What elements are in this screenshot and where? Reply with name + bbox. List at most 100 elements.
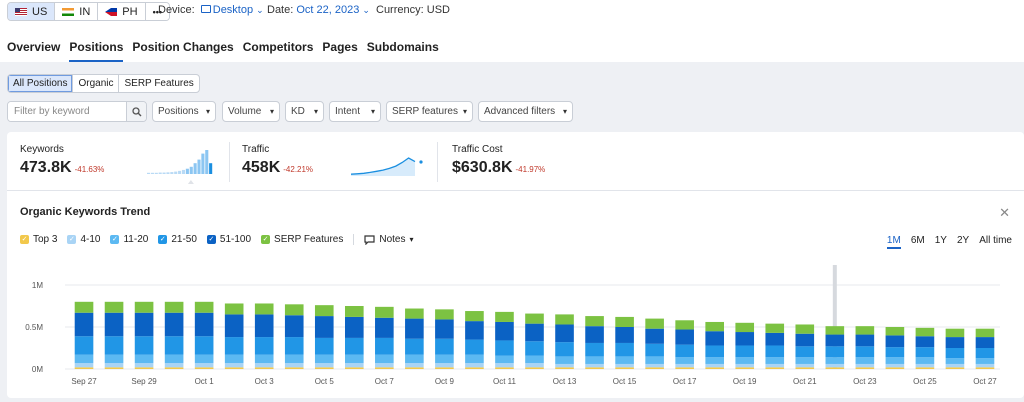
bar-segment[interactable] — [465, 321, 484, 340]
bar-segment[interactable] — [855, 346, 875, 358]
bar-segment[interactable] — [555, 363, 574, 368]
bar-segment[interactable] — [675, 329, 694, 345]
bar-segment[interactable] — [975, 363, 995, 368]
bar-segment[interactable] — [825, 367, 845, 369]
bar-segment[interactable] — [945, 358, 965, 364]
bar-segment[interactable] — [795, 367, 815, 369]
bar-segment[interactable] — [405, 367, 424, 369]
range-1m[interactable]: 1M — [886, 235, 901, 249]
tab-overview[interactable]: Overview — [7, 40, 61, 54]
bar-segment[interactable] — [344, 367, 364, 369]
bar-segment[interactable] — [525, 323, 544, 342]
bar-segment[interactable] — [825, 334, 845, 347]
database-us-button[interactable]: US — [8, 3, 56, 20]
tab-position-changes[interactable]: Position Changes — [132, 40, 234, 54]
bar-segment[interactable] — [314, 337, 334, 355]
bar-segment[interactable] — [765, 332, 785, 346]
bar-segment[interactable] — [104, 367, 124, 369]
bar-segment[interactable] — [465, 363, 484, 368]
bar-segment[interactable] — [344, 363, 364, 368]
bar-segment[interactable] — [224, 303, 244, 315]
bar-segment[interactable] — [254, 354, 274, 364]
serp-features-dropdown[interactable]: SERP features ▾ — [386, 101, 473, 122]
bar-segment[interactable] — [254, 367, 274, 369]
close-icon[interactable]: ✕ — [999, 205, 1010, 220]
tab-subdomains[interactable]: Subdomains — [366, 40, 439, 54]
bar-segment[interactable] — [525, 355, 544, 364]
bar-segment[interactable] — [645, 318, 664, 329]
bar-segment[interactable] — [435, 338, 454, 355]
serp-features-button[interactable]: SERP Features — [124, 78, 194, 89]
bar-segment[interactable] — [585, 342, 604, 357]
bar-segment[interactable] — [435, 354, 454, 364]
bar-segment[interactable] — [314, 363, 334, 368]
bar-segment[interactable] — [104, 354, 124, 364]
bar-segment[interactable] — [885, 335, 905, 348]
bar-segment[interactable] — [164, 354, 184, 364]
bar-segment[interactable] — [344, 354, 364, 364]
database-in-button[interactable]: IN — [55, 3, 99, 20]
bar-segment[interactable] — [855, 363, 875, 368]
bar-segment[interactable] — [314, 367, 334, 369]
bar-segment[interactable] — [885, 367, 905, 369]
legend-21-50[interactable]: ✓ 21-50 — [158, 234, 197, 245]
bar-segment[interactable] — [74, 354, 94, 364]
bar-segment[interactable] — [825, 346, 845, 358]
bar-segment[interactable] — [405, 363, 424, 368]
keyword-search-input[interactable] — [8, 102, 126, 121]
bar-segment[interactable] — [405, 354, 424, 364]
bar-segment[interactable] — [104, 363, 124, 368]
bar-segment[interactable] — [405, 308, 424, 319]
range-1y[interactable]: 1Y — [934, 235, 947, 246]
bar-segment[interactable] — [314, 316, 334, 338]
kd-dropdown[interactable]: KD ▾ — [285, 101, 324, 122]
bar-segment[interactable] — [525, 313, 544, 324]
bar-segment[interactable] — [74, 312, 94, 337]
bar-segment[interactable] — [705, 357, 725, 364]
bar-segment[interactable] — [675, 367, 694, 369]
bar-segment[interactable] — [705, 331, 725, 346]
bar-segment[interactable] — [194, 301, 214, 313]
bar-segment[interactable] — [645, 356, 664, 364]
bar-segment[interactable] — [314, 305, 334, 317]
bar-segment[interactable] — [465, 354, 484, 364]
bar-segment[interactable] — [435, 367, 454, 369]
bar-segment[interactable] — [675, 363, 694, 368]
bar-segment[interactable] — [915, 363, 935, 368]
bar-segment[interactable] — [585, 363, 604, 368]
bar-segment[interactable] — [735, 332, 755, 346]
bar-segment[interactable] — [284, 304, 304, 316]
notes-dropdown[interactable]: Notes ▾ — [353, 234, 413, 245]
bar-segment[interactable] — [615, 356, 634, 364]
bar-segment[interactable] — [915, 367, 935, 369]
bar-segment[interactable] — [344, 316, 364, 338]
bar-segment[interactable] — [705, 367, 725, 369]
bar-segment[interactable] — [254, 363, 274, 368]
bar-segment[interactable] — [645, 343, 664, 357]
legend-4-10[interactable]: ✓ 4-10 — [67, 234, 100, 245]
bar-segment[interactable] — [375, 367, 394, 369]
bar-segment[interactable] — [735, 345, 755, 358]
bar-segment[interactable] — [915, 336, 935, 348]
bar-segment[interactable] — [765, 345, 785, 358]
bar-segment[interactable] — [104, 336, 124, 355]
bar-segment[interactable] — [284, 363, 304, 368]
bar-segment[interactable] — [795, 333, 815, 347]
bar-segment[interactable] — [525, 367, 544, 369]
date-selector[interactable]: Date: Oct 22, 2023 ⌄ — [267, 4, 370, 16]
bar-segment[interactable] — [915, 347, 935, 358]
bar-segment[interactable] — [585, 367, 604, 369]
bar-segment[interactable] — [975, 328, 995, 338]
bar-segment[interactable] — [224, 367, 244, 369]
bar-segment[interactable] — [705, 321, 725, 332]
all-positions-button[interactable]: All Positions — [8, 75, 74, 92]
bar-segment[interactable] — [525, 363, 544, 368]
bar-segment[interactable] — [945, 367, 965, 369]
range-all-time[interactable]: All time — [979, 235, 1012, 246]
bar-segment[interactable] — [615, 316, 634, 327]
bar-segment[interactable] — [284, 354, 304, 364]
bar-segment[interactable] — [825, 357, 845, 364]
bar-segment[interactable] — [615, 363, 634, 368]
traffic-cost-metric[interactable]: Traffic Cost $630.8K -41.97% — [452, 144, 545, 177]
bar-segment[interactable] — [885, 347, 905, 358]
